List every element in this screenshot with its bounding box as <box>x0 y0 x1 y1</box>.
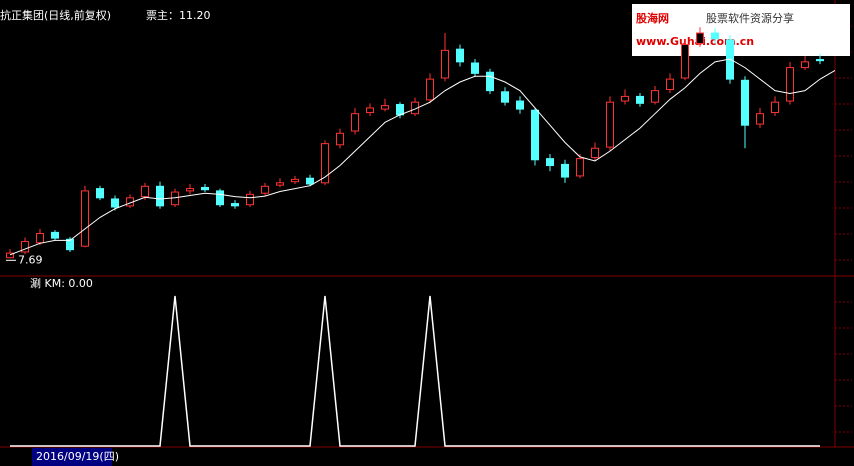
candle-body <box>576 158 584 177</box>
candle-body <box>681 44 689 79</box>
candle-body <box>756 113 764 125</box>
candle-body <box>321 143 329 184</box>
candle-body <box>381 105 389 110</box>
candle-body <box>351 113 359 132</box>
candle-body <box>426 78 434 101</box>
low-label: 7.69 <box>18 253 43 266</box>
cursor-date-box <box>32 448 112 466</box>
candle-body <box>246 193 254 206</box>
candle-body <box>306 177 314 185</box>
candle-body <box>516 100 524 110</box>
candle-body <box>291 178 299 183</box>
candle-body <box>81 190 89 247</box>
candle-body <box>741 79 749 126</box>
candle-body <box>471 62 479 74</box>
candle-body <box>276 182 284 186</box>
candle-body <box>561 163 569 178</box>
candle-body <box>501 91 509 103</box>
chart-title: 抗正集团(日线,前复权) <box>0 8 111 22</box>
info-label: 票主：11.20 <box>146 9 211 22</box>
candle-body <box>21 241 29 253</box>
candle-body <box>111 198 119 208</box>
candle-body <box>231 203 239 207</box>
candle-body <box>456 48 464 63</box>
candle-body <box>66 238 74 251</box>
candle-body <box>336 132 344 146</box>
candle-body <box>786 67 794 102</box>
candle-body <box>591 147 599 158</box>
watermark-box <box>632 4 850 56</box>
candle-body <box>486 71 494 92</box>
ma-line <box>9 58 836 256</box>
candle-body <box>216 190 224 206</box>
cursor-date: 2016/09/19(四) <box>36 450 119 463</box>
candle-body <box>366 107 374 114</box>
candle-body <box>621 95 629 102</box>
watermark-brand: 股海网 <box>636 11 669 25</box>
candle-body <box>801 61 809 69</box>
candle-body <box>186 188 194 192</box>
candle-body <box>771 101 779 114</box>
candle-body <box>546 158 554 167</box>
candle-body <box>441 49 449 79</box>
candle-body <box>156 185 164 207</box>
candle-body <box>711 32 719 40</box>
candle-body <box>606 101 614 148</box>
candle-body <box>96 188 104 199</box>
candle-body <box>816 59 824 62</box>
candle-body <box>696 32 704 44</box>
candle-body <box>6 252 14 259</box>
candle-body <box>201 186 209 191</box>
candle-body <box>531 109 539 161</box>
watermark-slogan: 股票软件资源分享 <box>706 11 794 25</box>
candle-body <box>36 233 44 244</box>
candle-body <box>636 95 644 104</box>
watermark-url: www.Guhai.com.cn <box>636 35 754 48</box>
indicator-title: 涮 KM: 0.00 <box>30 277 93 290</box>
candle-body <box>396 103 404 116</box>
candle-body <box>261 185 269 194</box>
candle-body <box>141 185 149 198</box>
km-line <box>10 295 820 447</box>
candle-body <box>666 78 674 90</box>
candle-body <box>651 90 659 103</box>
candle-body <box>51 231 59 239</box>
